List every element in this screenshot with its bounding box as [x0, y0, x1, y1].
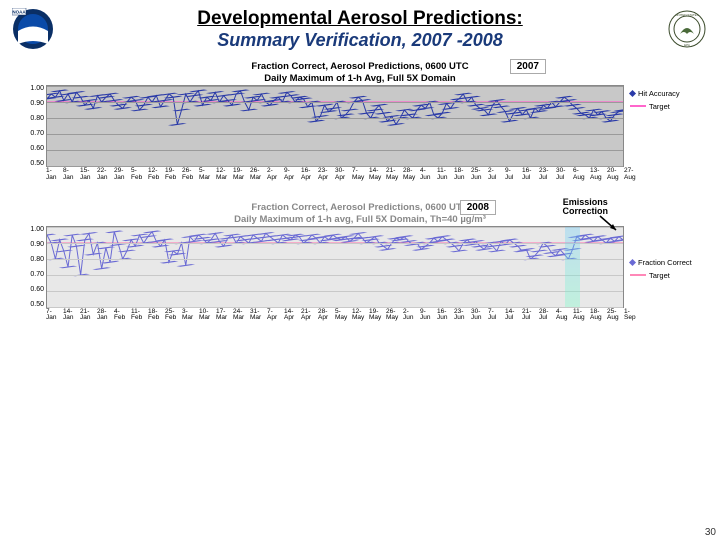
legend-target: Target: [630, 271, 696, 280]
title-main: Developmental Aerosol Predictions:: [60, 8, 660, 30]
diamond-icon: [629, 258, 636, 265]
highlight-band: [565, 227, 579, 307]
chart1-yaxis: 1.000.900.800.700.600.50: [24, 85, 46, 167]
chart1-title: Fraction Correct, Aerosol Predictions, 0…: [24, 61, 696, 85]
chart1-plot: [46, 85, 624, 167]
line-icon: [630, 105, 646, 107]
legend-hit-accuracy: Hit Accuracy: [630, 89, 696, 98]
chart1-xaxis: 1-Jan8-Jan15-Jan22-Jan29-Jan5-Feb12-Feb1…: [46, 168, 624, 186]
epa-logo: UNITED STATES EPA: [666, 8, 708, 50]
chart-2008: Fraction Correct, Aerosol Predictions, 0…: [24, 202, 696, 327]
svg-text:UNITED STATES: UNITED STATES: [675, 13, 698, 17]
header: NOAA Developmental Aerosol Predictions: …: [0, 0, 720, 55]
chart2-plot: [46, 226, 624, 308]
svg-text:EPA: EPA: [684, 43, 690, 47]
noaa-logo: NOAA: [12, 8, 54, 50]
chart-2007: Fraction Correct, Aerosol Predictions, 0…: [24, 61, 696, 186]
chart2-legend: Fraction Correct Target: [624, 226, 696, 308]
title-block: Developmental Aerosol Predictions: Summa…: [54, 8, 666, 51]
chart2-xaxis: 7-Jan14-Jan21-Jan28-Jan4-Feb11-Feb18-Feb…: [46, 309, 624, 327]
legend-fraction-correct: Fraction Correct: [630, 258, 696, 267]
year-badge-2008: 2008: [460, 200, 496, 215]
title-sub: Summary Verification, 2007 -2008: [60, 30, 660, 51]
legend-target: Target: [630, 102, 696, 111]
diamond-icon: [629, 90, 636, 97]
page-number: 30: [705, 527, 716, 538]
line-icon: [630, 274, 646, 276]
chart2-yaxis: 1.000.900.800.700.600.50: [24, 226, 46, 308]
chart1-legend: Hit Accuracy Target: [624, 85, 696, 167]
year-badge-2007: 2007: [510, 59, 546, 74]
arrow-icon: [598, 214, 622, 234]
svg-text:NOAA: NOAA: [12, 10, 26, 15]
